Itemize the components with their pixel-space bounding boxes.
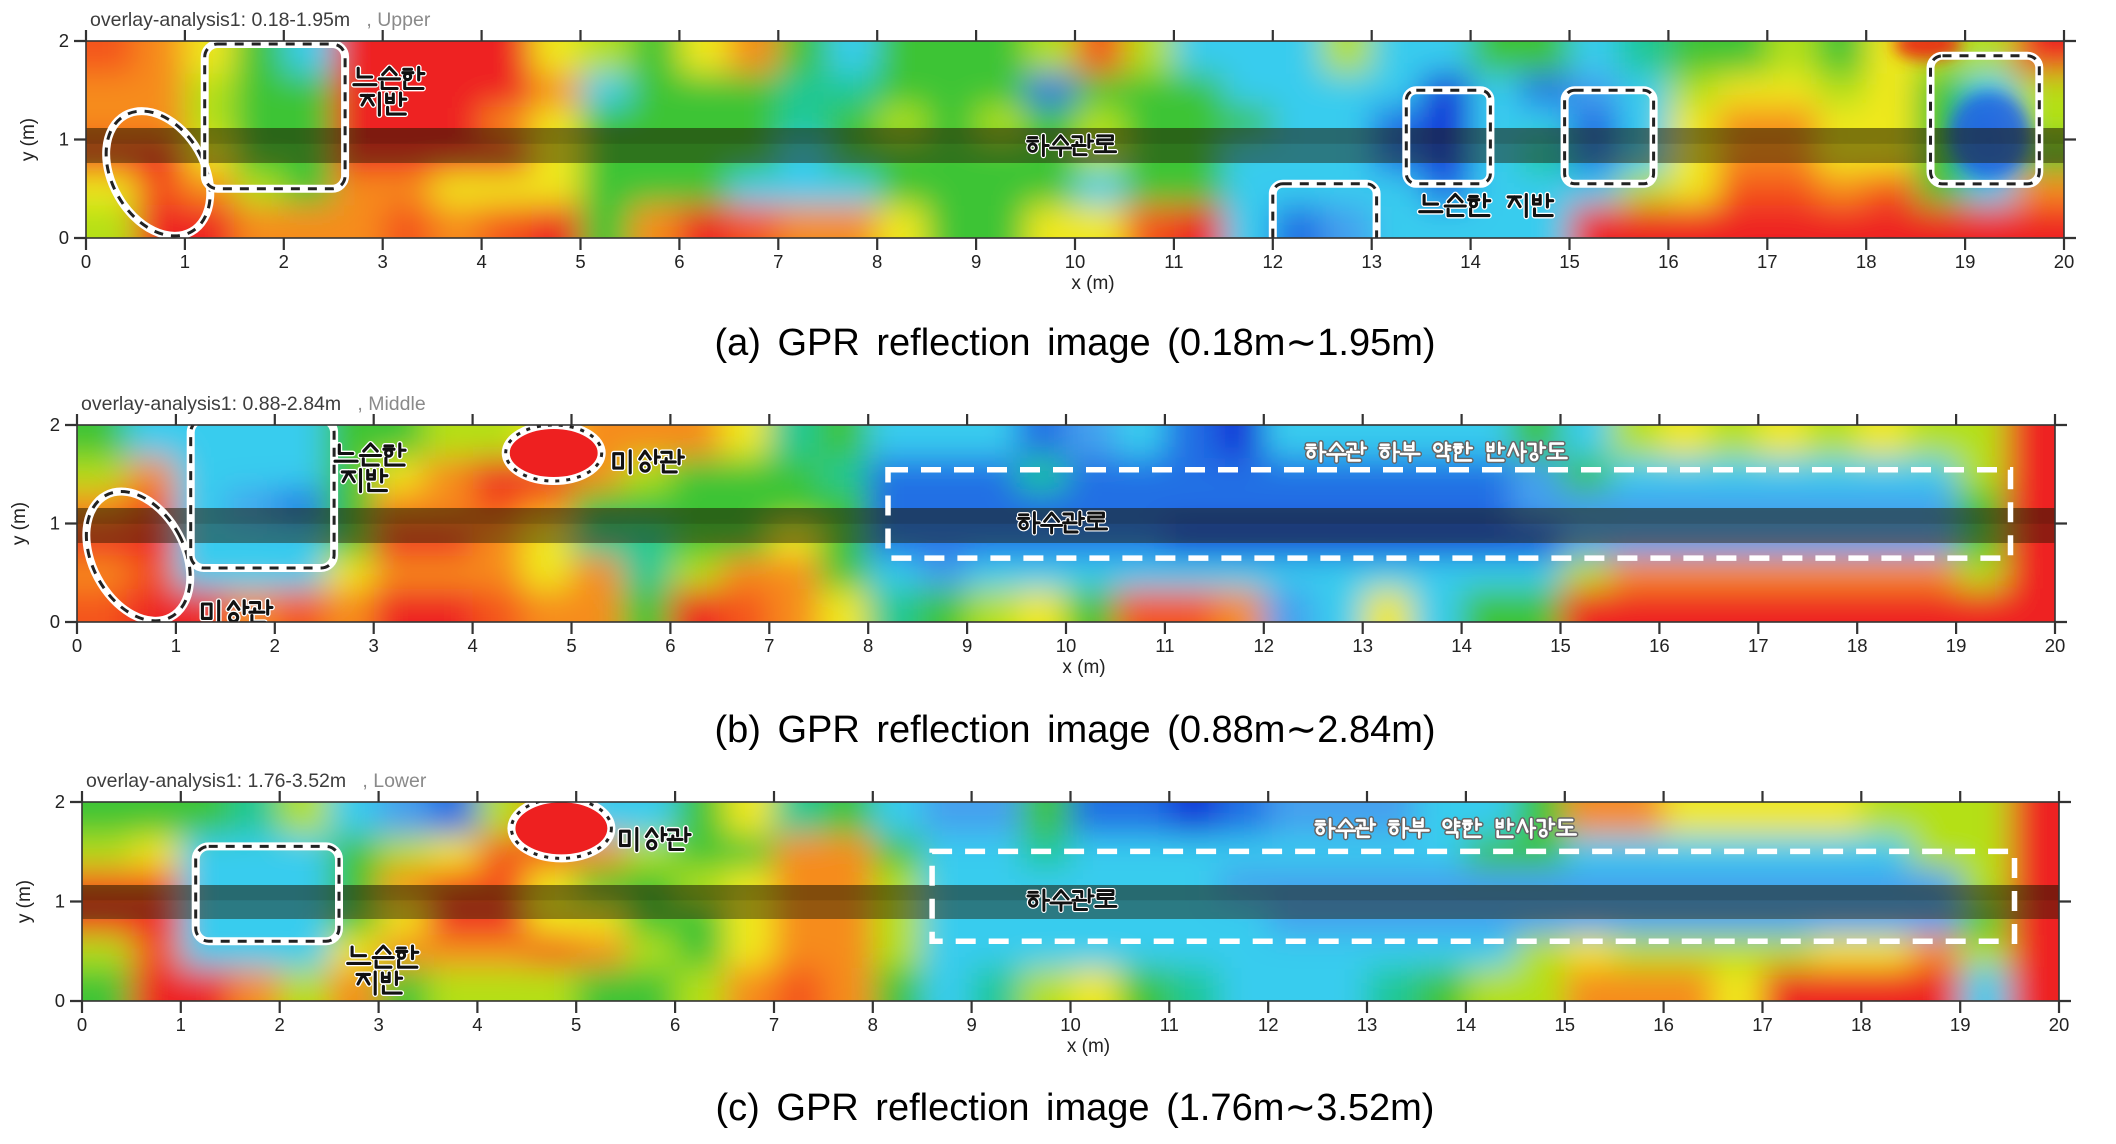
svg-text:17: 17 xyxy=(1752,1014,1773,1035)
svg-text:(b) GPR reflection image (0.88: (b) GPR reflection image (0.88m∼2.84m) xyxy=(714,709,1435,751)
svg-text:14: 14 xyxy=(1456,1014,1477,1035)
svg-text:12: 12 xyxy=(1258,1014,1279,1035)
svg-text:9: 9 xyxy=(971,251,981,272)
svg-text:3: 3 xyxy=(373,1014,383,1035)
svg-text:1: 1 xyxy=(55,891,65,912)
svg-text:16: 16 xyxy=(1653,1014,1674,1035)
svg-text:16: 16 xyxy=(1649,635,1670,656)
svg-text:17: 17 xyxy=(1757,251,1778,272)
svg-text:11: 11 xyxy=(1164,251,1183,272)
svg-text:6: 6 xyxy=(670,1014,680,1035)
svg-text:18: 18 xyxy=(1856,251,1877,272)
svg-text:0: 0 xyxy=(59,227,69,248)
svg-text:20: 20 xyxy=(2054,251,2075,272)
svg-text:18: 18 xyxy=(1851,1014,1872,1035)
svg-text:3: 3 xyxy=(369,635,379,656)
svg-text:6: 6 xyxy=(674,251,684,272)
svg-text:5: 5 xyxy=(571,1014,581,1035)
svg-text:1: 1 xyxy=(176,1014,186,1035)
svg-text:5: 5 xyxy=(575,251,585,272)
svg-text:4: 4 xyxy=(467,635,477,656)
svg-text:x (m): x (m) xyxy=(1071,273,1114,294)
svg-text:(a) GPR reflection image (0.18: (a) GPR reflection image (0.18m∼1.95m) xyxy=(714,322,1435,364)
svg-text:9: 9 xyxy=(966,1014,976,1035)
svg-text:overlay-analysis1: 0.88-2.84m: overlay-analysis1: 0.88-2.84m , Middle xyxy=(81,393,426,415)
svg-text:14: 14 xyxy=(1460,251,1481,272)
svg-text:15: 15 xyxy=(1550,635,1571,656)
svg-text:20: 20 xyxy=(2049,1014,2070,1035)
svg-text:3: 3 xyxy=(378,251,388,272)
svg-text:12: 12 xyxy=(1254,635,1275,656)
svg-text:15: 15 xyxy=(1559,251,1580,272)
svg-text:overlay-analysis1: 0.18-1.95m: overlay-analysis1: 0.18-1.95m , Upper xyxy=(90,9,431,31)
svg-text:(c) GPR reflection image (1.76: (c) GPR reflection image (1.76m∼3.52m) xyxy=(716,1087,1435,1129)
svg-text:x (m): x (m) xyxy=(1067,1036,1110,1057)
svg-text:10: 10 xyxy=(1065,251,1086,272)
svg-text:y (m): y (m) xyxy=(14,880,35,923)
svg-text:11: 11 xyxy=(1160,1014,1179,1035)
svg-text:1: 1 xyxy=(59,129,69,150)
svg-text:2: 2 xyxy=(59,30,69,51)
svg-text:11: 11 xyxy=(1155,635,1174,656)
svg-text:7: 7 xyxy=(764,635,774,656)
svg-text:1: 1 xyxy=(50,513,60,534)
svg-text:5: 5 xyxy=(566,635,576,656)
svg-text:1: 1 xyxy=(171,635,181,656)
svg-text:2: 2 xyxy=(279,251,289,272)
svg-text:0: 0 xyxy=(77,1014,87,1035)
svg-text:8: 8 xyxy=(872,251,882,272)
svg-text:y (m): y (m) xyxy=(18,118,39,161)
svg-text:7: 7 xyxy=(769,1014,779,1035)
svg-text:4: 4 xyxy=(476,251,486,272)
svg-text:2: 2 xyxy=(50,414,60,435)
svg-text:14: 14 xyxy=(1451,635,1472,656)
svg-text:8: 8 xyxy=(863,635,873,656)
svg-text:0: 0 xyxy=(50,611,60,632)
svg-text:1: 1 xyxy=(180,251,190,272)
svg-text:20: 20 xyxy=(2045,635,2066,656)
svg-text:2: 2 xyxy=(55,791,65,812)
svg-text:0: 0 xyxy=(81,251,91,272)
svg-text:2: 2 xyxy=(270,635,280,656)
svg-text:0: 0 xyxy=(72,635,82,656)
svg-text:17: 17 xyxy=(1748,635,1769,656)
svg-text:12: 12 xyxy=(1263,251,1284,272)
svg-text:10: 10 xyxy=(1060,1014,1081,1035)
svg-text:13: 13 xyxy=(1361,251,1382,272)
svg-text:0: 0 xyxy=(55,990,65,1011)
svg-text:10: 10 xyxy=(1056,635,1077,656)
svg-text:y (m): y (m) xyxy=(9,502,30,545)
svg-text:19: 19 xyxy=(1950,1014,1971,1035)
svg-text:2: 2 xyxy=(275,1014,285,1035)
svg-text:8: 8 xyxy=(868,1014,878,1035)
svg-text:4: 4 xyxy=(472,1014,482,1035)
svg-text:x (m): x (m) xyxy=(1062,657,1105,678)
svg-text:7: 7 xyxy=(773,251,783,272)
svg-text:9: 9 xyxy=(962,635,972,656)
svg-text:13: 13 xyxy=(1352,635,1373,656)
svg-text:15: 15 xyxy=(1555,1014,1576,1035)
svg-text:16: 16 xyxy=(1658,251,1679,272)
svg-text:overlay-analysis1: 1.76-3.52m: overlay-analysis1: 1.76-3.52m , Lower xyxy=(86,770,427,792)
svg-text:18: 18 xyxy=(1847,635,1868,656)
svg-text:13: 13 xyxy=(1357,1014,1378,1035)
svg-text:6: 6 xyxy=(665,635,675,656)
svg-text:19: 19 xyxy=(1946,635,1967,656)
svg-text:19: 19 xyxy=(1955,251,1976,272)
